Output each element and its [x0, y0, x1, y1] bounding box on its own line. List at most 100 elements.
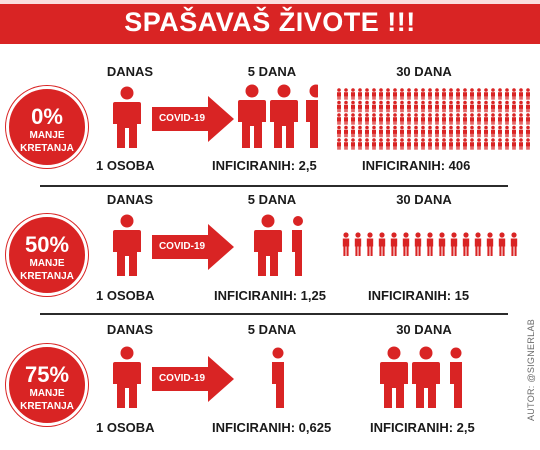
- mini-person-icon: [358, 100, 362, 113]
- scenario-row-1: 50% MANJE KRETANJA DANAS 5 DANA 30 DANA …: [0, 186, 540, 314]
- arrow-label: COVID-19: [158, 113, 206, 124]
- mini-person-icon: [505, 88, 509, 100]
- mini-person-icon: [456, 100, 460, 113]
- mini-person-icon: [491, 113, 495, 125]
- section-divider: [40, 185, 508, 187]
- mini-person-icon: [491, 88, 495, 100]
- mini-person-icon: [491, 125, 495, 138]
- mini-person-icon: [393, 138, 397, 150]
- small-person-icon: [510, 232, 518, 256]
- mini-person-icon: [386, 100, 390, 113]
- mini-person-icon: [463, 88, 467, 100]
- mini-person-icon: [365, 113, 369, 125]
- covid-arrow: COVID-19: [152, 224, 234, 270]
- mini-person-icon: [379, 113, 383, 125]
- small-person-icon: [462, 232, 470, 256]
- mini-person-icon: [428, 88, 432, 100]
- mini-person-icon: [456, 88, 460, 100]
- small-person-icon: [342, 232, 350, 256]
- mini-person-icon: [498, 113, 502, 125]
- mini-person-icon: [463, 100, 467, 113]
- mini-person-icon: [344, 138, 348, 150]
- mini-person-icon: [463, 113, 467, 125]
- people-30-days-icon: [380, 346, 462, 408]
- covid-arrow: COVID-19: [152, 96, 234, 142]
- mini-person-icon: [442, 138, 446, 150]
- mini-person-icon: [393, 113, 397, 125]
- person-today-icon: [113, 346, 141, 408]
- badge-percent: 0%: [31, 104, 63, 129]
- small-person-icon: [438, 232, 446, 256]
- mini-person-icon: [463, 138, 467, 150]
- mini-person-icon: [400, 113, 404, 125]
- mini-person-icon: [470, 88, 474, 100]
- count-today: 1 OSOBA: [96, 288, 155, 303]
- mini-person-icon: [365, 88, 369, 100]
- mini-person-icon: [442, 88, 446, 100]
- mini-person-icon: [512, 113, 516, 125]
- mini-person-icon: [498, 125, 502, 138]
- mini-person-icon: [470, 100, 474, 113]
- mini-person-icon: [477, 100, 481, 113]
- credit-text: AUTOR: @SIGNERLAB: [526, 318, 536, 422]
- mini-person-icon: [337, 100, 341, 113]
- count-5-days: INFICIRANIH: 0,625: [212, 420, 332, 435]
- column-label-30-days: 30 DANA: [396, 322, 452, 337]
- mini-person-icon: [344, 113, 348, 125]
- mini-person-icon: [414, 125, 418, 138]
- scenario-row-0: 0% MANJE KRETANJA DANAS 5 DANA 30 DANA C…: [0, 58, 540, 186]
- mini-person-icon: [421, 88, 425, 100]
- small-person-icon: [390, 232, 398, 256]
- mini-person-icon: [470, 138, 474, 150]
- mini-person-icon: [428, 138, 432, 150]
- count-today: 1 OSOBA: [96, 158, 155, 173]
- mini-person-icon: [372, 113, 376, 125]
- mini-person-icon: [435, 125, 439, 138]
- people-30-days-row-icon: [342, 232, 518, 256]
- mini-person-icon: [407, 113, 411, 125]
- mini-person-icon: [379, 125, 383, 138]
- mini-person-icon: [498, 100, 502, 113]
- column-label-today: DANAS: [106, 322, 154, 337]
- mini-person-icon: [379, 88, 383, 100]
- mini-person-icon: [484, 88, 488, 100]
- mini-person-icon: [358, 138, 362, 150]
- mini-person-icon: [470, 125, 474, 138]
- mini-person-icon: [449, 100, 453, 113]
- title-banner: SPAŠAVAŠ ŽIVOTE !!!: [0, 0, 540, 44]
- mini-person-icon: [337, 138, 341, 150]
- mini-person-icon: [519, 100, 523, 113]
- mini-person-icon: [386, 125, 390, 138]
- mini-person-icon: [358, 88, 362, 100]
- reduction-badge: 75% MANJE KRETANJA: [6, 344, 88, 426]
- small-person-icon: [474, 232, 482, 256]
- covid-arrow: COVID-19: [152, 356, 234, 402]
- person-today-icon: [113, 86, 141, 148]
- arrow-shape-icon: [152, 224, 234, 270]
- mini-person-icon: [351, 125, 355, 138]
- mini-person-icon: [512, 88, 516, 100]
- mini-person-icon: [344, 100, 348, 113]
- mini-person-icon: [414, 113, 418, 125]
- mini-person-icon: [414, 88, 418, 100]
- mini-person-icon: [379, 100, 383, 113]
- column-label-5-days: 5 DANA: [247, 322, 297, 337]
- mini-person-icon: [372, 100, 376, 113]
- mini-person-icon: [351, 100, 355, 113]
- mini-person-icon: [442, 125, 446, 138]
- column-label-5-days: 5 DANA: [247, 64, 297, 79]
- mini-person-icon: [442, 113, 446, 125]
- mini-person-icon: [505, 113, 509, 125]
- mini-person-icon: [351, 138, 355, 150]
- mini-person-icon: [456, 113, 460, 125]
- mini-person-icon: [442, 100, 446, 113]
- mini-person-icon: [435, 88, 439, 100]
- mini-person-icon: [477, 125, 481, 138]
- mini-person-icon: [365, 100, 369, 113]
- mini-person-icon: [428, 100, 432, 113]
- mini-person-icon: [407, 88, 411, 100]
- badge-line-2: KRETANJA: [20, 401, 74, 412]
- scenario-row-2: 75% MANJE KRETANJA DANAS 5 DANA 30 DANA …: [0, 314, 540, 442]
- column-label-30-days: 30 DANA: [396, 64, 452, 79]
- mini-person-icon: [519, 125, 523, 138]
